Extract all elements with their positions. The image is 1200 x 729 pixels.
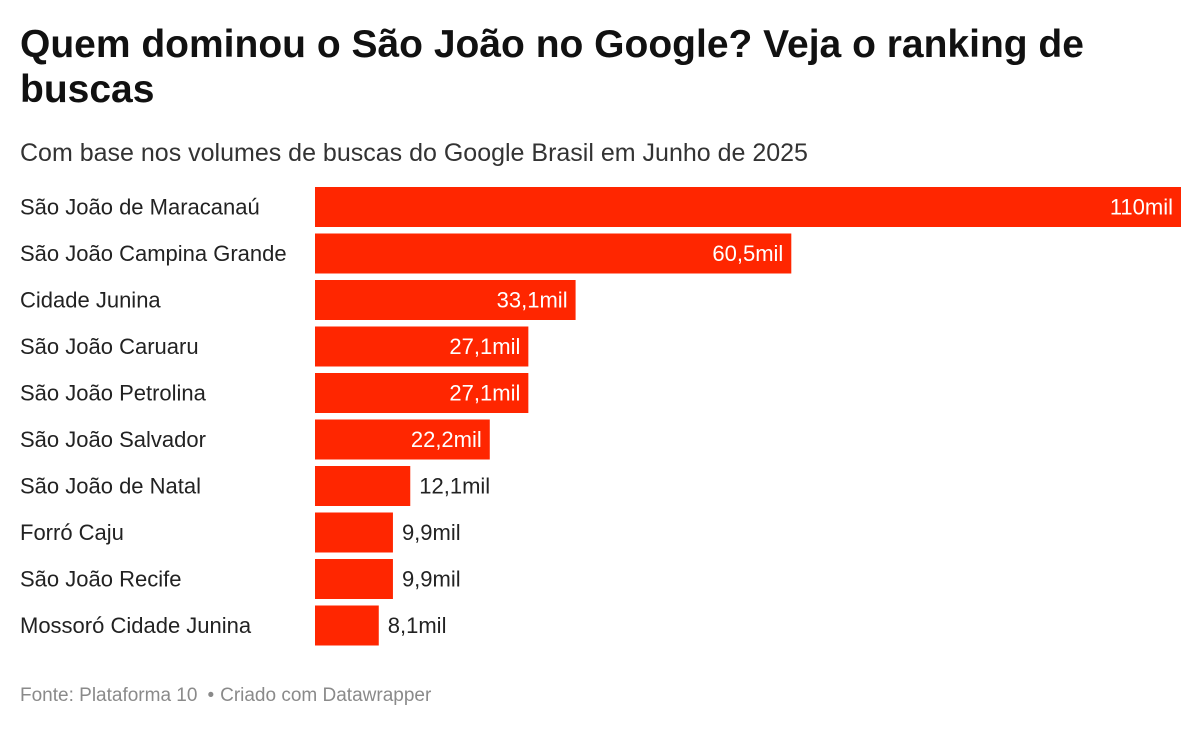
category-label: São João Salvador — [20, 427, 206, 452]
value-label: 33,1mil — [497, 288, 568, 313]
value-label: 110mil — [1110, 195, 1173, 220]
value-label: 8,1mil — [388, 613, 447, 638]
value-label: 9,9mil — [402, 567, 461, 592]
bar[interactable] — [315, 326, 529, 367]
category-label: Cidade Junina — [20, 288, 161, 313]
bar[interactable] — [315, 559, 393, 599]
bar[interactable] — [315, 187, 1181, 227]
chart-subtitle: Com base nos volumes de buscas do Google… — [20, 139, 808, 167]
category-label: Forró Caju — [20, 520, 124, 545]
source-note: Fonte: Plataforma 10 — [20, 685, 198, 706]
bar[interactable] — [315, 373, 529, 413]
category-label: São João Petrolina — [20, 381, 207, 406]
value-label: 12,1mil — [419, 474, 490, 499]
value-label: 60,5mil — [712, 241, 783, 266]
category-label: Mossoró Cidade Junina — [20, 613, 252, 638]
bar[interactable] — [315, 605, 379, 646]
category-label: São João de Natal — [20, 474, 201, 499]
category-label: São João Recife — [20, 567, 181, 592]
bar[interactable] — [315, 233, 792, 274]
footer-separator: • — [207, 685, 215, 706]
value-label: 9,9mil — [402, 520, 461, 545]
bar[interactable] — [315, 419, 490, 460]
category-label: São João de Maracanaú — [20, 195, 260, 220]
datawrapper-credit[interactable]: Criado com Datawrapper — [220, 685, 432, 706]
chart-footer: Fonte: Plataforma 10 • Criado com Datawrap… — [20, 685, 431, 707]
category-label: São João Caruaru — [20, 334, 199, 359]
bar[interactable] — [315, 280, 576, 320]
category-label: São João Campina Grande — [20, 241, 287, 266]
value-label: 27,1mil — [449, 381, 520, 406]
value-label: 27,1mil — [449, 334, 520, 359]
bar[interactable] — [315, 512, 393, 553]
bar[interactable] — [315, 466, 411, 506]
value-label: 22,2mil — [411, 427, 482, 452]
chart-title: Quem dominou o São João no Google? Veja … — [20, 23, 1084, 111]
